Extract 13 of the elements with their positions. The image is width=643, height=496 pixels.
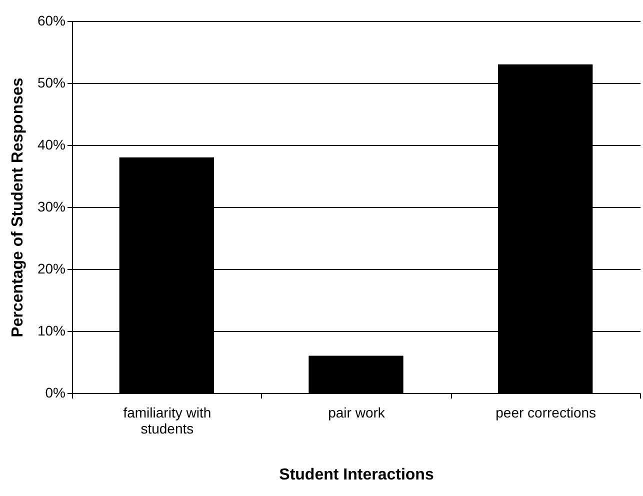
x-tick-label: familiarity with students xyxy=(123,404,212,436)
y-tick-label: 10% xyxy=(37,322,66,338)
bar xyxy=(308,356,404,393)
y-tick-label: 40% xyxy=(37,136,66,152)
y-tick-label: 0% xyxy=(45,384,66,400)
y-tick-label: 30% xyxy=(37,198,66,214)
y-axis-title: Percentage of Student Responses xyxy=(9,78,26,338)
x-axis-title: Student Interactions xyxy=(279,466,434,484)
y-tick-label: 20% xyxy=(37,260,66,276)
x-tick-label: pair work xyxy=(328,404,386,420)
x-tick-label: peer corrections xyxy=(496,404,596,420)
y-tick-label: 60% xyxy=(37,12,66,28)
y-tick-label: 50% xyxy=(37,74,66,90)
